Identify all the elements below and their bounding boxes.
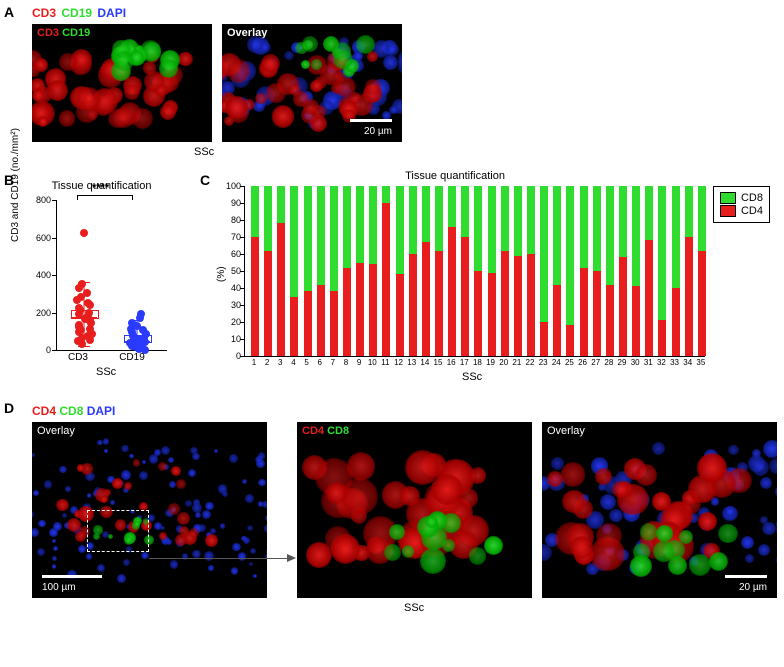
panel-b-axes: 0200400600800 **** xyxy=(56,200,167,351)
inset1-label: CD3 CD19 xyxy=(37,27,90,39)
panel-a-legend: CD3 CD19 DAPI xyxy=(32,6,128,20)
scalelabel-a: 20 µm xyxy=(364,126,392,137)
micrograph-d3: Overlay 20 µm xyxy=(542,422,777,598)
panel-a-ssc: SSc xyxy=(194,146,214,158)
swatch-cd8 xyxy=(720,192,736,204)
scalebar-d1 xyxy=(42,575,102,578)
micrograph-cd3-cd19: CD3 CD19 xyxy=(32,24,212,142)
zoom-arrow-line xyxy=(149,558,289,559)
scalelabel-d1: 100 µm xyxy=(42,582,76,593)
legend-row-cd4: CD4 xyxy=(720,205,763,217)
d3-label: Overlay xyxy=(547,425,585,437)
micrograph-overlay: Overlay 20 µm xyxy=(222,24,402,142)
sig-bracket-r xyxy=(132,195,133,200)
legend-row-cd8: CD8 xyxy=(720,192,763,204)
panel-d-legend: CD4 CD8 DAPI xyxy=(32,404,115,418)
legend-dapi-d: DAPI xyxy=(87,404,116,418)
sig-bracket-l xyxy=(77,195,78,200)
d2-label: CD4 CD8 xyxy=(302,425,349,437)
swatch-cd4 xyxy=(720,205,736,217)
scalebar-a xyxy=(350,119,392,122)
panel-b: Tissue quantification CD3 and CD19 (no./… xyxy=(14,182,189,382)
d2-cd8: CD8 xyxy=(327,425,349,437)
sig-bracket xyxy=(77,195,132,197)
zoom-arrow-head xyxy=(287,554,296,562)
roi-box xyxy=(87,510,149,552)
panel-d-label: D xyxy=(4,400,14,416)
panel-d-ssc: SSc xyxy=(404,602,424,614)
panel-c-axes: 0102030405060708090100 xyxy=(244,186,705,357)
panel-b-ylabel: CD3 and CD19 (no./mm²) xyxy=(10,128,21,242)
d1-label: Overlay xyxy=(37,425,75,437)
legend-cd19: CD19 xyxy=(61,6,92,20)
d2-cd4: CD4 xyxy=(302,425,324,437)
panel-a-label: A xyxy=(4,4,14,20)
sig-stars: **** xyxy=(92,182,109,194)
micrograph-d2: CD4 CD8 xyxy=(297,422,532,598)
panel-c-ylabel: (%) xyxy=(216,266,227,282)
legend-text-cd8: CD8 xyxy=(741,192,763,204)
panel-c-label: C xyxy=(200,172,210,188)
legend-cd3: CD3 xyxy=(32,6,56,20)
micrograph-d1: Overlay 100 µm xyxy=(32,422,267,598)
panel-c: Tissue quantification (%) 01020304050607… xyxy=(210,172,770,386)
panel-c-legend: CD8 CD4 xyxy=(713,186,770,223)
cat-cd19: CD19 xyxy=(112,352,152,363)
panel-c-title: Tissue quantification xyxy=(210,170,700,182)
panel-c-ssc: SSc xyxy=(462,371,482,383)
legend-text-cd4: CD4 xyxy=(741,205,763,217)
legend-cd4: CD4 xyxy=(32,404,56,418)
inset1-cd3: CD3 xyxy=(37,27,59,39)
inset1-cd19: CD19 xyxy=(62,27,90,39)
legend-dapi: DAPI xyxy=(97,6,126,20)
scalelabel-d3: 20 µm xyxy=(739,582,767,593)
legend-cd8: CD8 xyxy=(59,404,83,418)
scalebar-d3 xyxy=(725,575,767,578)
cat-cd3: CD3 xyxy=(58,352,98,363)
panel-b-ssc: SSc xyxy=(96,366,116,378)
